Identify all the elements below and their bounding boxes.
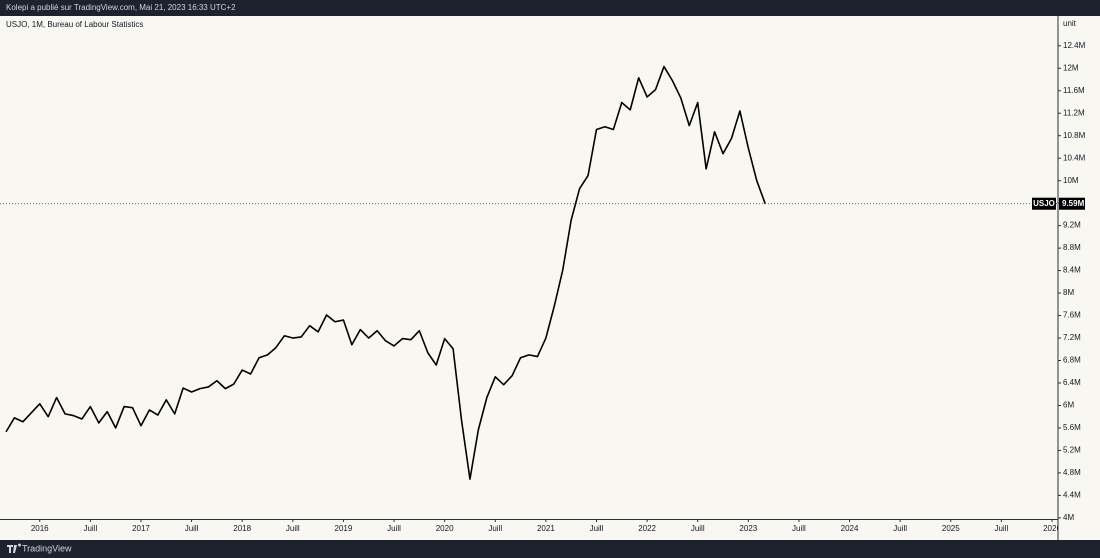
x-tick-label: 2024 [841, 524, 859, 533]
y-tick-label: 7.2M [1063, 333, 1081, 342]
x-tick-label: Juill [994, 524, 1008, 533]
y-tick-label: 4.8M [1063, 468, 1081, 477]
y-tick-label: 11.2M [1063, 108, 1085, 117]
y-tick-label: 7.6M [1063, 311, 1081, 320]
y-tick-label: 6.4M [1063, 378, 1081, 387]
x-tick-label: Juill [185, 524, 199, 533]
footer-text: TradingView [22, 543, 72, 553]
x-tick-label: 2017 [132, 524, 150, 533]
price-badge [1059, 197, 1085, 210]
series-tag-label: USJO [1033, 199, 1055, 208]
price-badge-label: 9.59M [1062, 199, 1085, 208]
chart-background [0, 16, 1100, 540]
y-tick-label: 12M [1063, 63, 1079, 72]
x-tick-label: 2022 [638, 524, 656, 533]
time-axis: 2016 Juill 2017 Juill 2018 Juill 2019 Juill 2020… [31, 519, 1061, 533]
y-tick-label: 10.4M [1063, 153, 1086, 162]
y-tick-label: 5.6M [1063, 423, 1081, 432]
x-tick-label: Juill [792, 524, 806, 533]
x-tick-label: Juill [691, 524, 705, 533]
footer-bar [0, 540, 1100, 558]
x-tick-label: Juill [893, 524, 907, 533]
header-bar [0, 0, 1100, 16]
x-tick-label: 2021 [537, 524, 555, 533]
logo [7, 543, 21, 553]
data-line [5, 65, 766, 480]
y-tick-label: 10M [1063, 176, 1079, 185]
y-tick-label: 6.8M [1063, 356, 1081, 365]
x-tick-label: 2023 [739, 524, 757, 533]
y-tick-label: 5.2M [1063, 446, 1081, 455]
y-axis-label: unit [1063, 19, 1077, 28]
x-tick-label: Juill [286, 524, 300, 533]
x-tick-label: Juill [83, 524, 97, 533]
y-tick-label: 8M [1063, 288, 1074, 297]
y-tick-label: 8.8M [1063, 243, 1081, 252]
chart-title: USJO, 1M, Bureau of Labour Statistics [6, 20, 143, 29]
header-text: Kolepi a publié sur TradingView.com, Mai… [6, 3, 236, 12]
x-tick-label: Juill [590, 524, 604, 533]
x-tick-label: 2026 [1043, 524, 1061, 533]
x-tick-label: 2016 [31, 524, 49, 533]
x-tick-label: 2018 [233, 524, 251, 533]
x-tick-label: Juill [387, 524, 401, 533]
y-tick-label: 10.8M [1063, 131, 1086, 140]
x-tick-label: Juill [488, 524, 502, 533]
x-tick-label: 2025 [942, 524, 960, 533]
y-tick-label: 4M [1063, 513, 1074, 522]
x-tick-label: 2020 [436, 524, 454, 533]
y-tick-label: 4.4M [1063, 491, 1081, 500]
y-tick-label: 9.2M [1063, 221, 1081, 230]
y-tick-label: 12.4M [1063, 41, 1086, 50]
x-tick-label: 2019 [335, 524, 353, 533]
y-tick-label: 8.4M [1063, 266, 1081, 275]
series-tag [1032, 197, 1056, 210]
y-tick-label: 6M [1063, 401, 1074, 410]
y-tick-label: 11.6M [1063, 86, 1085, 95]
